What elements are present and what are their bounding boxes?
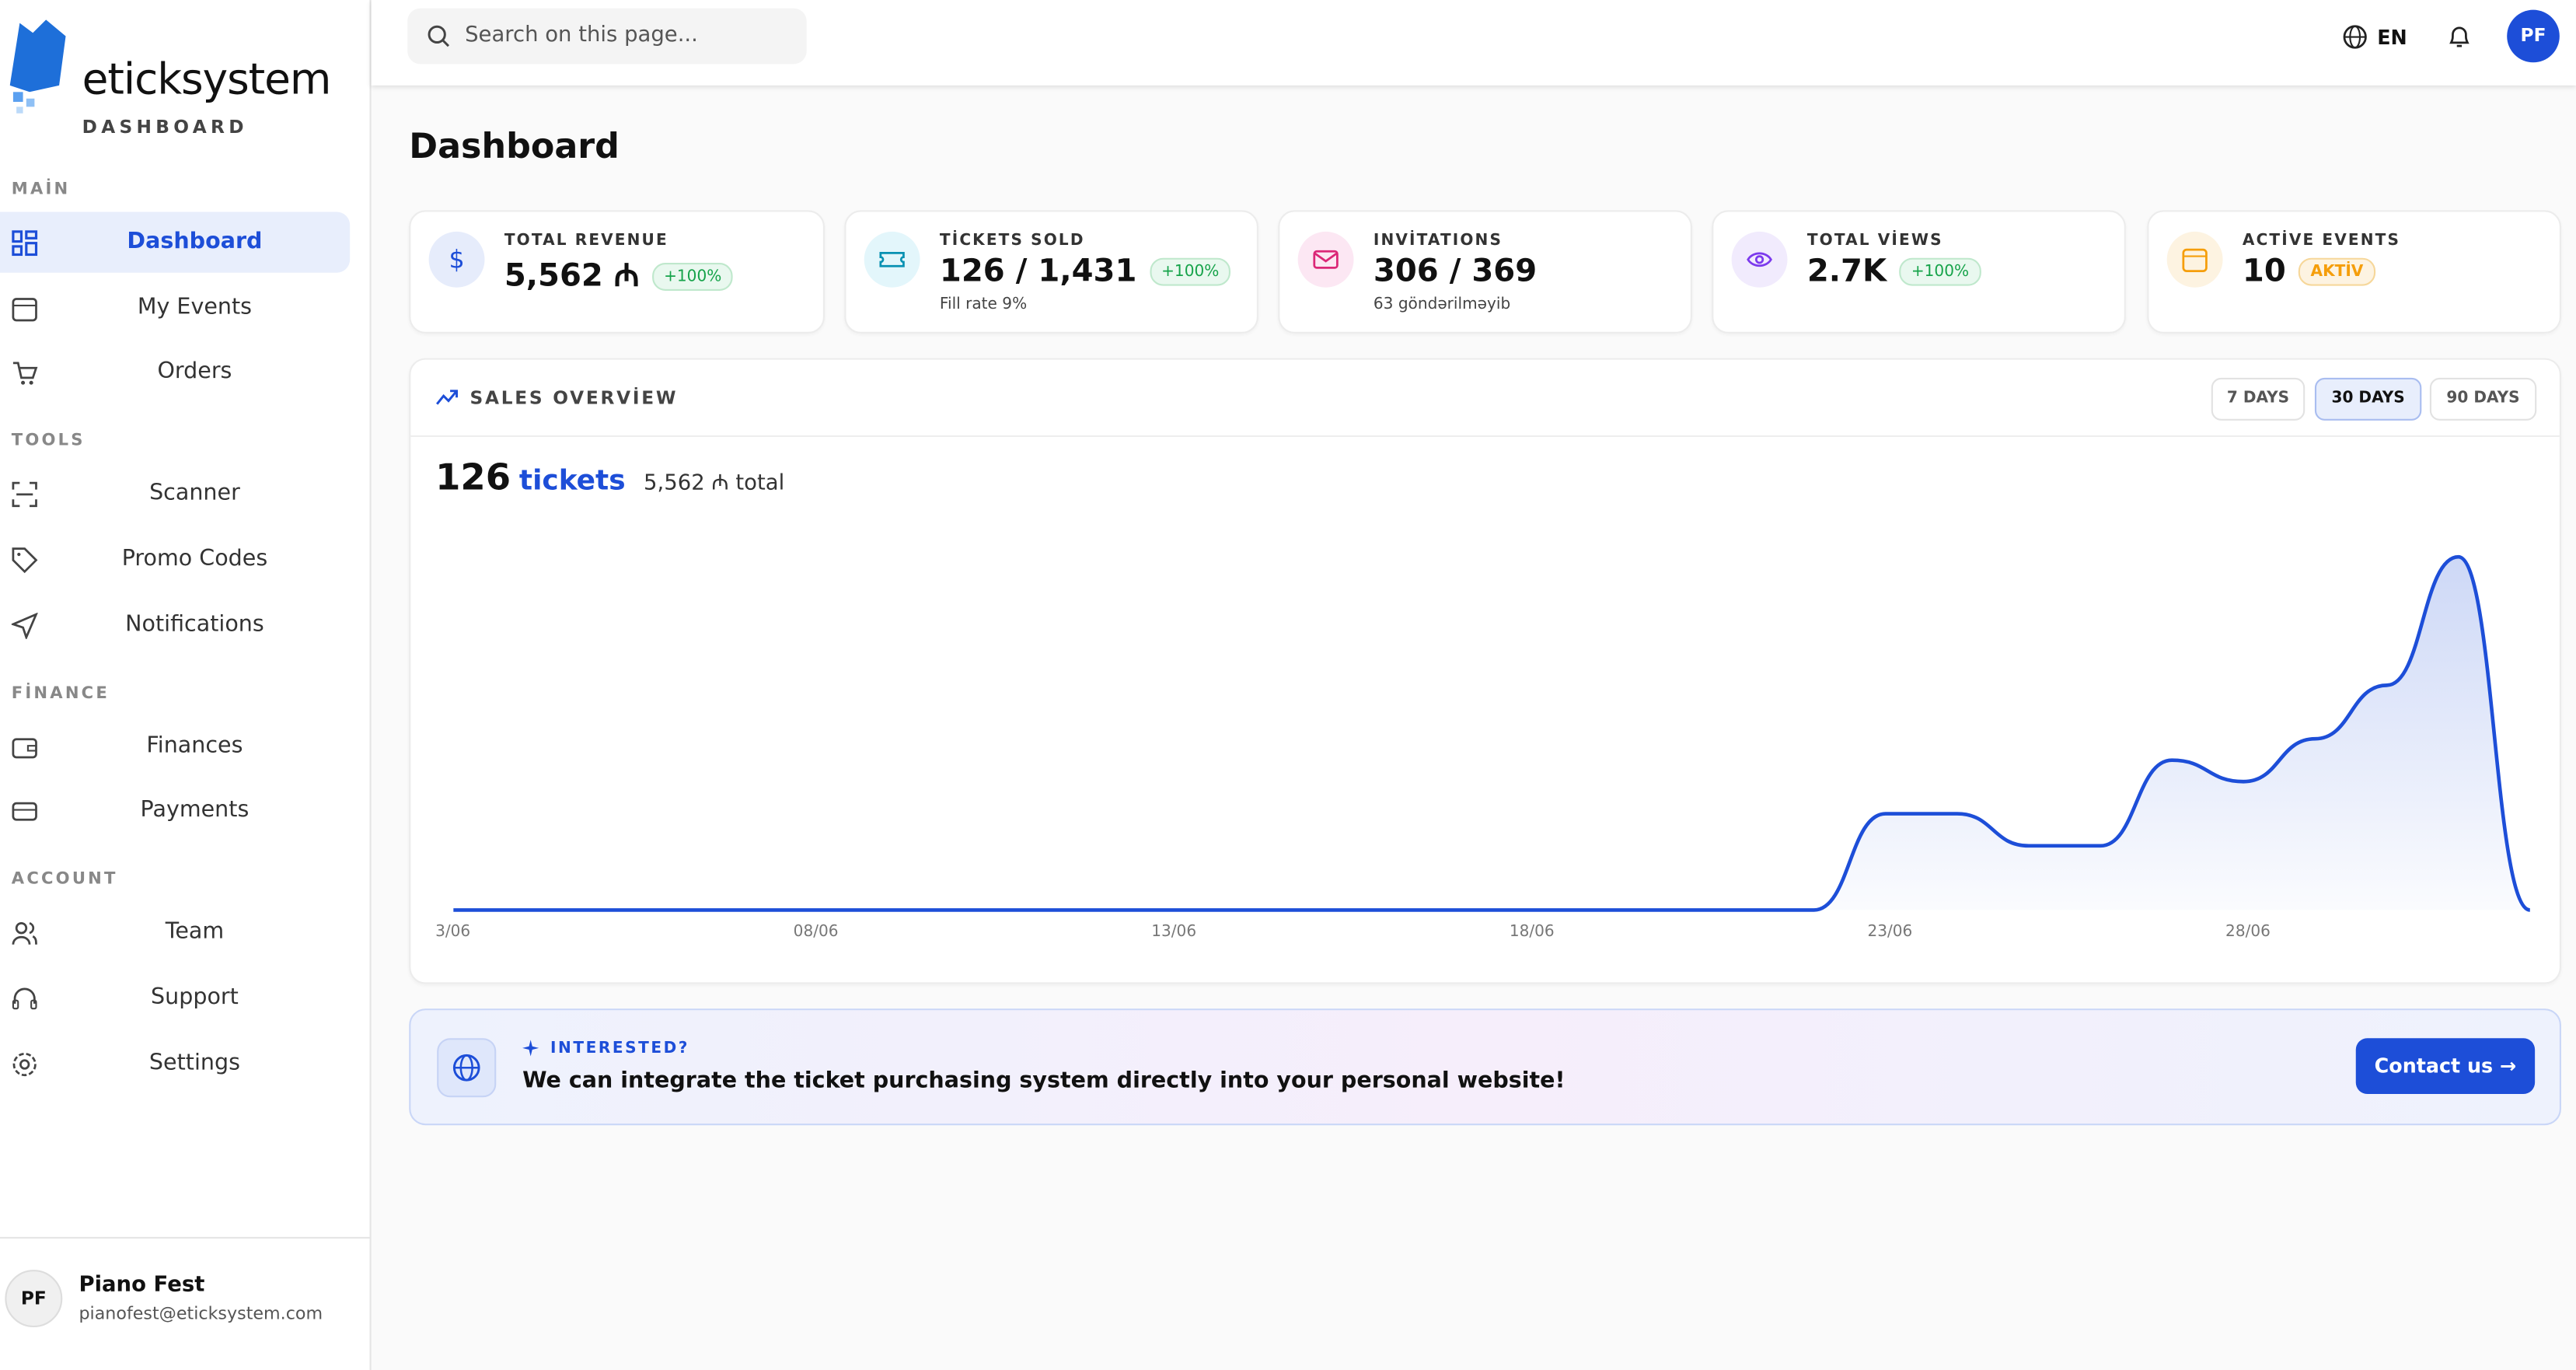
x-tick-label: 13/06 [1151,921,1196,940]
search-box[interactable]: Search on this page... [407,8,807,65]
stat-value: 5,562 ₼ [504,257,640,295]
page-title: Dashboard [409,126,620,166]
nav-label: Promo Codes [121,545,268,572]
nav-label: Team [165,917,225,945]
nav-label: Payments [140,796,250,823]
x-tick-label: 08/06 [794,921,839,940]
x-tick-label: 18/06 [1510,921,1555,940]
nav-label: My Events [137,294,253,320]
nav-item[interactable]: Orders [0,341,350,402]
user-name: Piano Fest [79,1273,205,1298]
tickets-count: 126 [435,458,511,500]
brand-subtitle: DASHBOARD [82,117,248,138]
nav-label: Dashboard [127,228,263,255]
stat-card: $ TOTAL REVENUE 5,562 ₼ +100% [409,210,825,334]
line [453,554,2531,912]
stat-note: Fill rate 9% [939,295,1028,314]
header: Search on this page... EN PF [371,0,2576,86]
stat-value: 126 / 1,431 [939,253,1137,289]
range-button[interactable]: 30 DAYS [2314,377,2422,421]
x-tick-label: 3/06 [435,921,470,940]
nav-label: Orders [157,358,232,385]
search-placeholder: Search on this page... [465,23,698,48]
sales-card: SALES OVERVİEW 7 DAYS 30 DAYS 90 DAYS 12… [409,358,2561,984]
section-title: FİNANCE [11,684,110,704]
nav-item[interactable]: Scanner [0,463,350,524]
chart: 3/06 08/06 13/06 18/06 23/06 28/06 [435,554,2531,940]
nav-label: Notifications [125,610,264,638]
nav-item[interactable]: Payments [0,781,350,841]
nav-label: Support [151,984,239,1011]
x-tick-label: 23/06 [1867,921,1912,940]
section-title: ACCOUNT [11,870,118,889]
stat-label: ACTİVE EVENTS [2242,231,2401,250]
range-button[interactable]: 7 DAYS [2211,377,2305,421]
nav-label: Scanner [149,479,240,506]
brand-name: eticksystem [82,55,332,106]
stat-label: INVİTATIONS [1373,231,1503,250]
section-title: MAİN [11,180,71,199]
stat-card: TİCKETS SOLD 126 / 1,431 +100% Fill rate … [844,210,1258,334]
stat-badge: +100% [1900,257,1981,286]
nav-item[interactable]: Notifications [0,595,350,655]
section-title: TOOLS [11,432,86,450]
stat-note: 63 göndərilməyib [1373,295,1511,314]
banner-kicker: INTERESTED? [550,1040,689,1058]
tickets-label: tickets [518,464,626,498]
stat-value: 2.7K [1806,253,1887,289]
svg-text:$: $ [449,246,464,273]
contact-button[interactable]: Contact us → [2355,1038,2536,1095]
nav-item[interactable]: My Events [0,278,350,338]
stat-label: TOTAL REVENUE [504,231,668,250]
stat-value: 10 [2242,253,2286,289]
stat-card: INVİTATIONS 306 / 369 63 göndərilməyib [1278,210,1692,334]
language[interactable]: EN [2377,26,2407,50]
stat-card: TOTAL VİEWS 2.7K +100% [1712,210,2126,334]
stat-badge: +100% [1150,257,1231,286]
nav-item[interactable]: Finances [0,716,350,777]
user-avatar: PF [5,1270,63,1328]
avatar[interactable]: PF [2507,9,2560,63]
nav-item[interactable]: Support [0,967,350,1028]
stat-label: TOTAL VİEWS [1806,231,1943,250]
nav-item[interactable]: Settings [0,1033,350,1094]
sidebar: eticksystem DASHBOARD MAİN Dashboard My … [0,0,372,1370]
button-label: Contact us [2374,1054,2494,1078]
user-email: pianofest@eticksystem.com [79,1304,323,1324]
nav-item[interactable]: Promo Codes [0,529,350,589]
nav-label: Finances [146,732,243,760]
stat-badge: AKTİV [2299,257,2375,286]
range-button[interactable]: 90 DAYS [2429,377,2537,421]
nav-item[interactable]: Dashboard [0,211,351,273]
tickets-total: 5,562 ₼ total [644,471,785,497]
banner-text: We can integrate the ticket purchasing s… [522,1068,1565,1095]
stat-badge: +100% [652,263,734,291]
x-tick-label: 28/06 [2225,921,2271,940]
sales-summary: 126 tickets 5,562 ₼ total [435,458,784,499]
stat-label: TİCKETS SOLD [939,231,1085,250]
nav-item[interactable]: Team [0,902,350,963]
area [453,557,2530,910]
logo [9,19,66,114]
nav-label: Settings [148,1050,240,1076]
sales-title: SALES OVERVİEW [469,387,679,410]
banner: INTERESTED? We can integrate the ticket … [409,1008,2561,1126]
stat-card: ACTİVE EVENTS 10 AKTİV [2147,210,2561,334]
stat-value: 306 / 369 [1373,253,1538,289]
